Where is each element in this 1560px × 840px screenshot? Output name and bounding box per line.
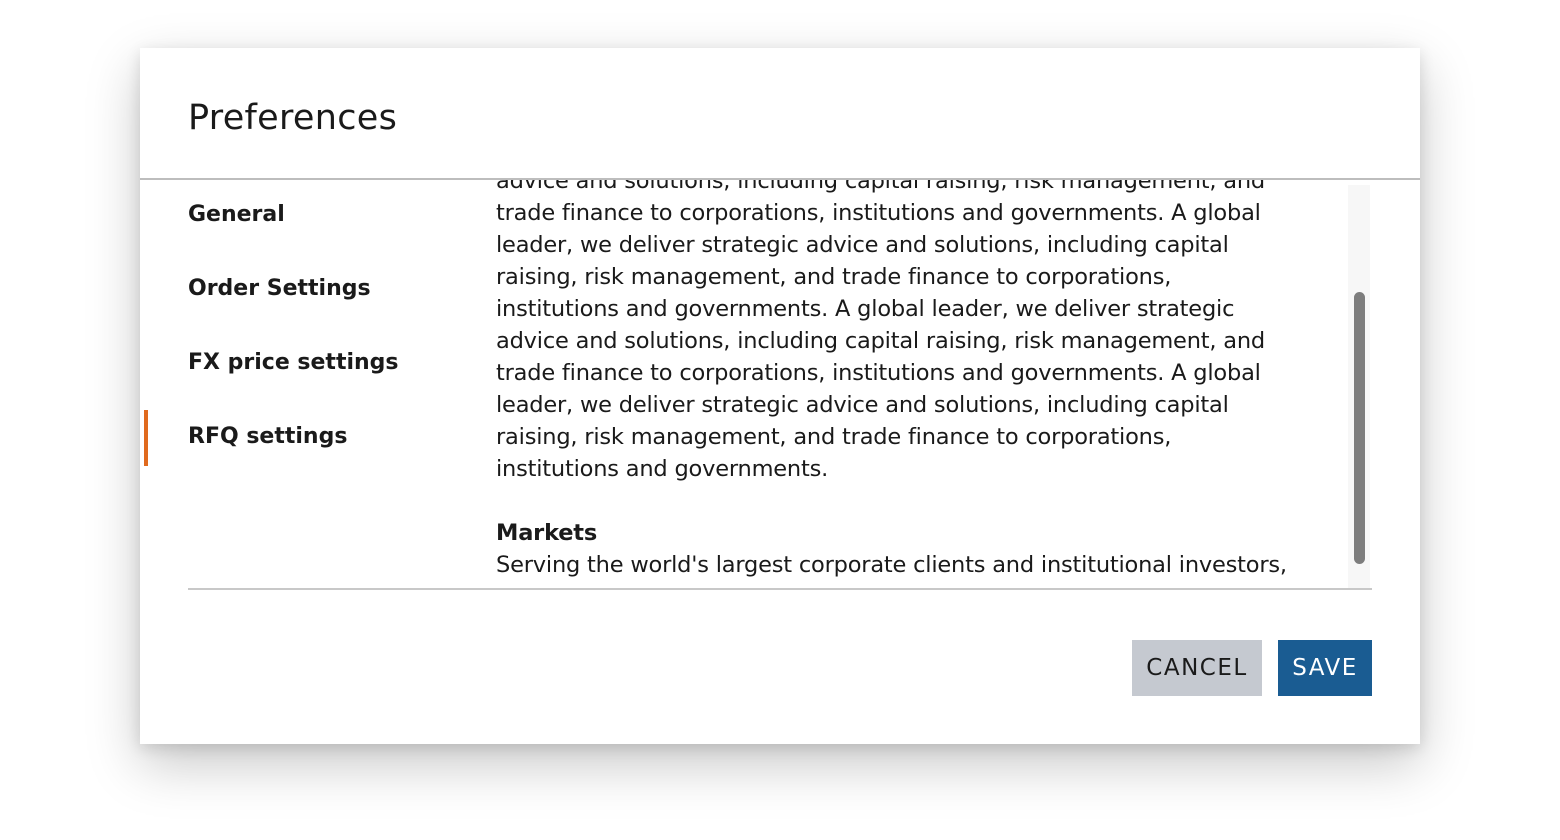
text-line: trade finance to corporations, instituti… <box>496 360 1261 386</box>
text-line: Serving the world's largest corporate cl… <box>496 552 1287 578</box>
text-line: raising, risk management, and trade fina… <box>496 264 1172 290</box>
section-heading: Markets <box>496 520 598 546</box>
content-text: advice and solutions, including capital … <box>496 180 1287 581</box>
nav-item-order-settings[interactable]: Order Settings <box>188 276 371 301</box>
active-nav-indicator <box>144 410 148 466</box>
nav-item-fx-price-settings[interactable]: FX price settings <box>188 350 399 375</box>
text-line: institutions and governments. <box>496 456 829 482</box>
text-line: raising, risk management, and trade fina… <box>496 424 1172 450</box>
header-divider <box>140 178 1420 180</box>
text-line: leader, we deliver strategic advice and … <box>496 232 1229 258</box>
scrollbar-thumb[interactable] <box>1354 292 1365 564</box>
save-button[interactable]: SAVE <box>1278 640 1372 696</box>
text-line: institutions and governments. A global l… <box>496 296 1235 322</box>
text-line: advice and solutions, including capital … <box>496 328 1266 354</box>
dialog-title: Preferences <box>188 98 398 138</box>
text-line: trade finance to corporations, instituti… <box>496 200 1261 226</box>
content-scroll-area[interactable]: advice and solutions, including capital … <box>496 180 1348 588</box>
nav-item-rfq-settings[interactable]: RFQ settings <box>188 424 348 449</box>
preferences-dialog: Preferences General Order Settings FX pr… <box>140 48 1420 744</box>
scrollbar-track[interactable] <box>1348 185 1370 588</box>
nav-item-general[interactable]: General <box>188 202 285 227</box>
text-line: leader, we deliver strategic advice and … <box>496 392 1229 418</box>
text-line: advice and solutions, including capital … <box>496 180 1266 194</box>
footer-divider <box>188 588 1372 590</box>
cancel-button[interactable]: CANCEL <box>1132 640 1262 696</box>
